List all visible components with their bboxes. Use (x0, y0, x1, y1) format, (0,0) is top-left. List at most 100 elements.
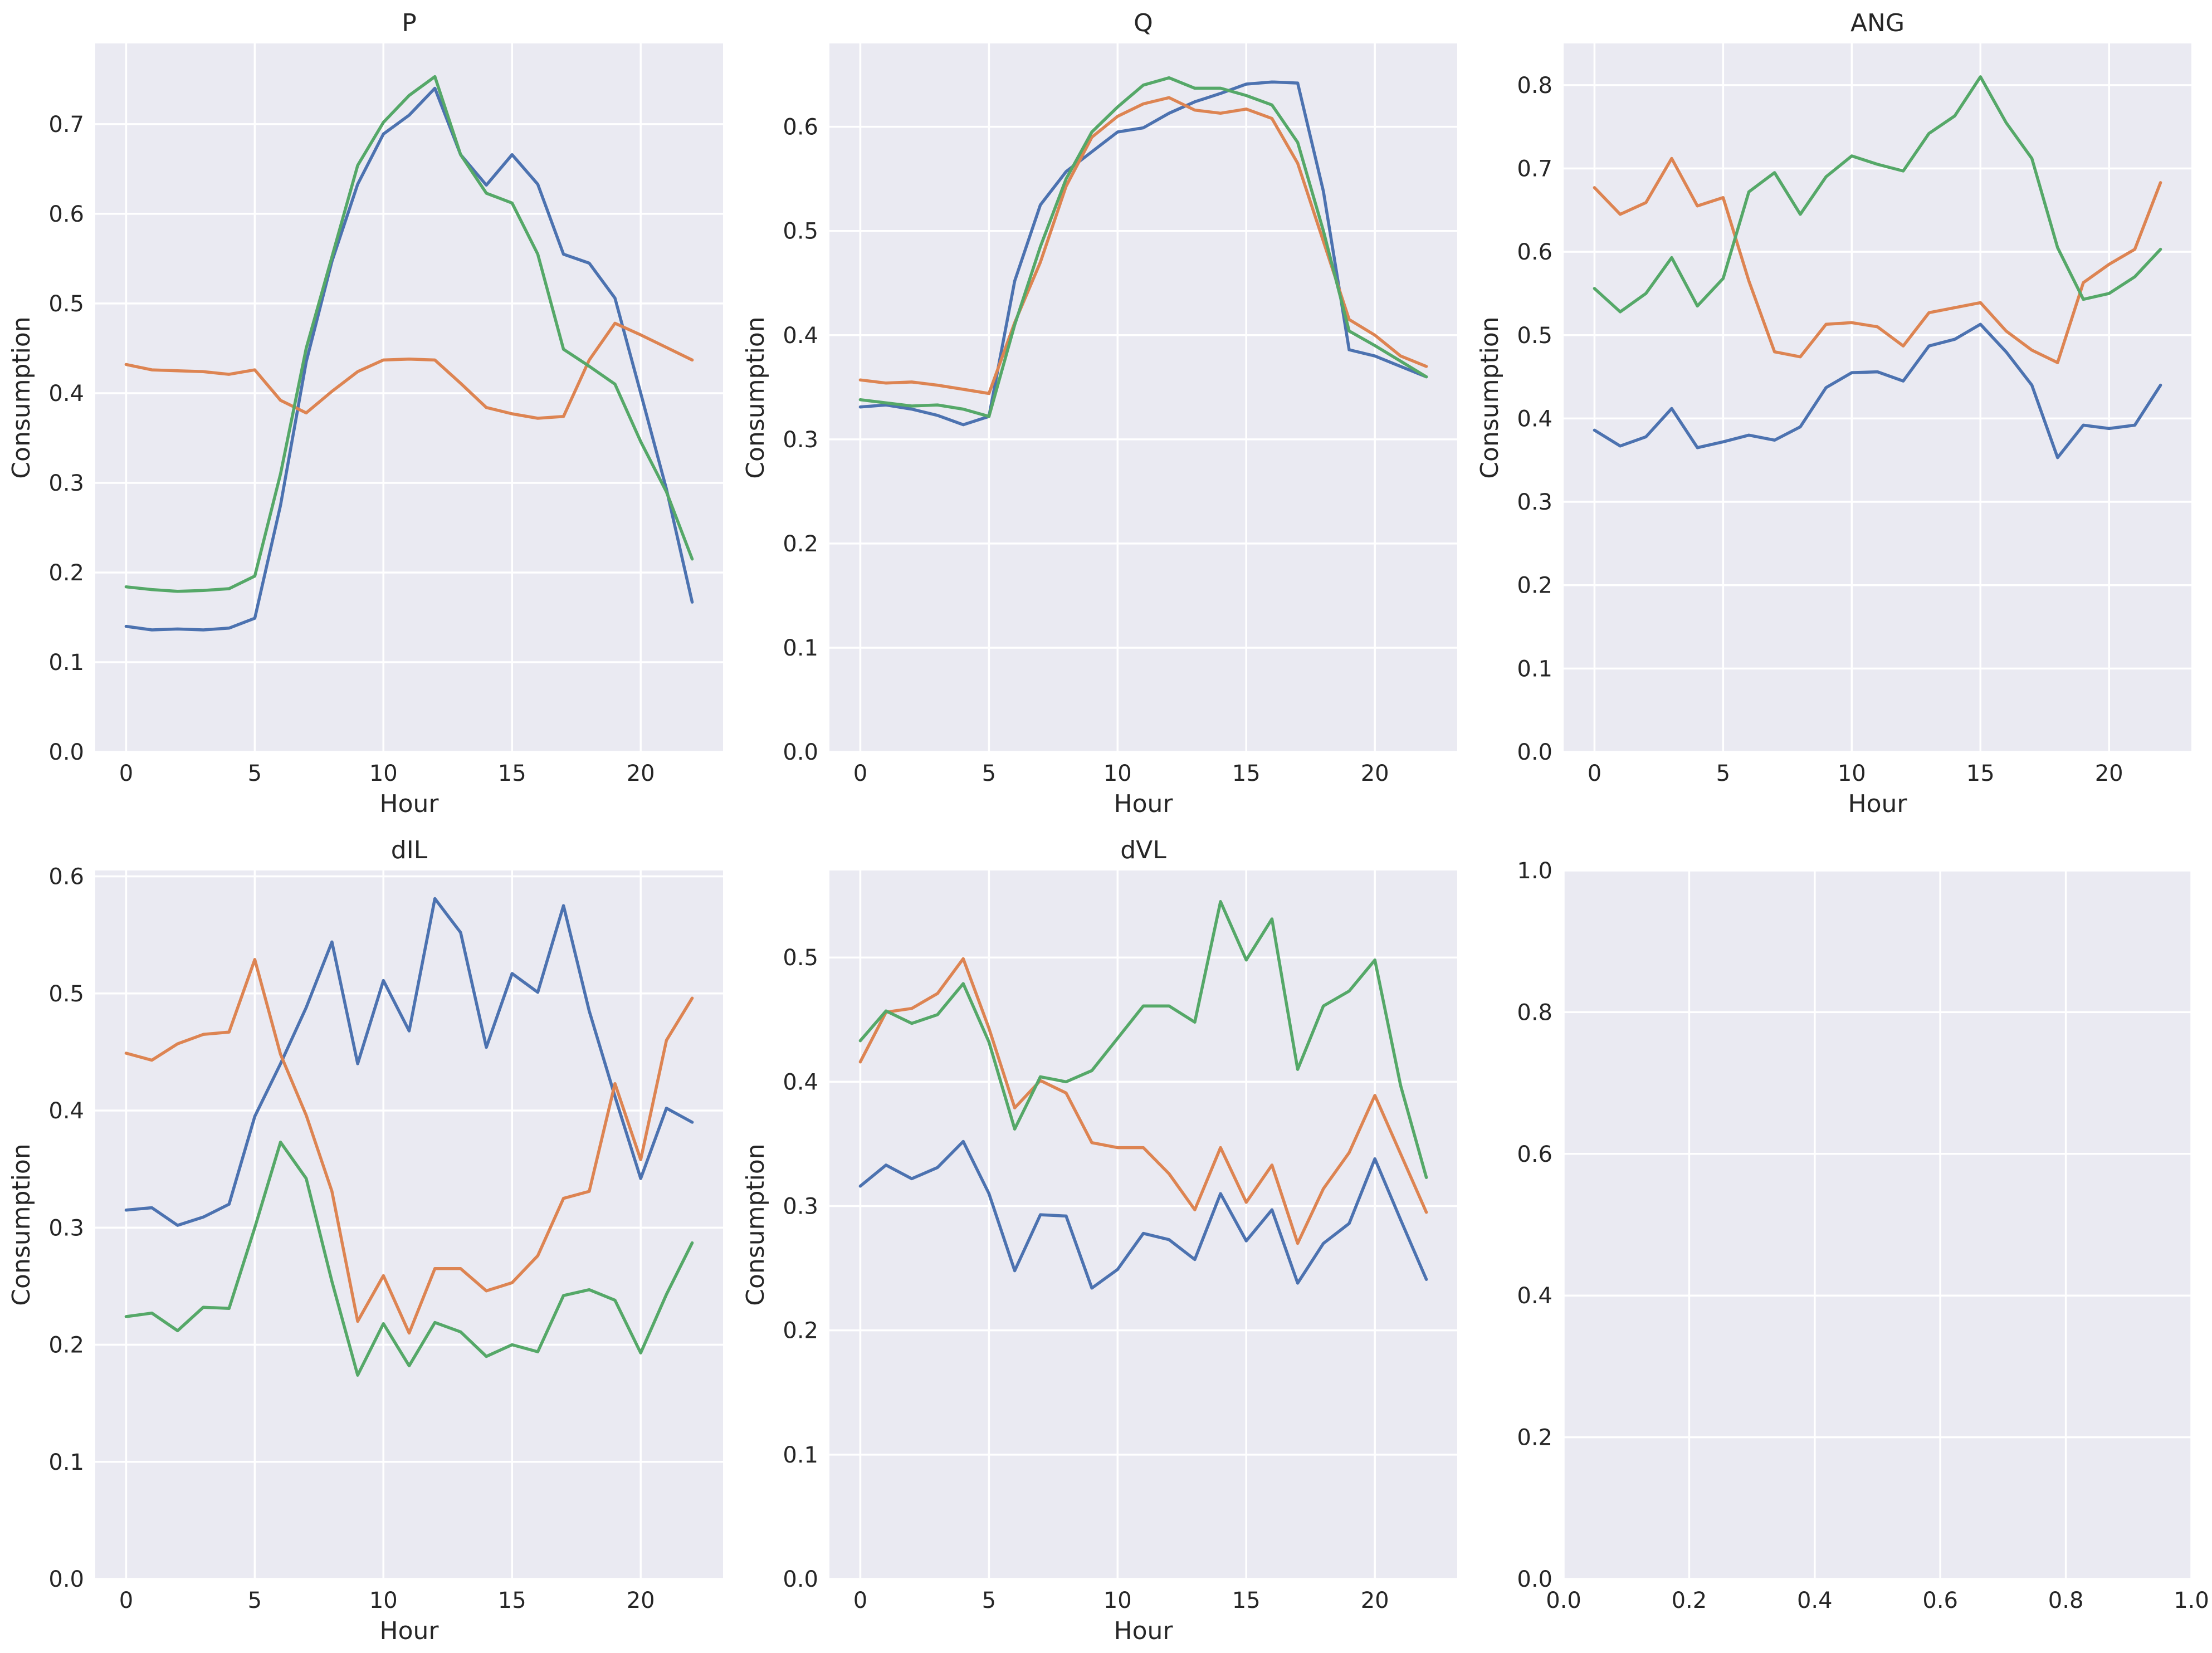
series-line-1 (1593, 322, 2162, 459)
x-tick-label: 5 (1716, 761, 1730, 786)
subplot-title: dVL (1120, 836, 1166, 864)
x-tick-label: 0.8 (2048, 1588, 2084, 1613)
plot-area (1564, 43, 2191, 752)
plot-area (1564, 870, 2191, 1579)
subplot-title: Q (1134, 9, 1153, 37)
y-tick-label: 0.0 (1517, 740, 1552, 765)
x-tick-label: 0.2 (1672, 1588, 1707, 1613)
x-axis-label: Hour (1114, 790, 1174, 818)
y-axis-label: Consumption (741, 316, 770, 478)
x-axis-label: Hour (380, 790, 440, 818)
y-axis-label: Consumption (741, 1143, 770, 1305)
y-tick-label: 0.4 (48, 1098, 84, 1124)
y-tick-label: 0.4 (783, 1069, 818, 1095)
x-tick-label: 0 (119, 1588, 133, 1613)
y-tick-label: 1.0 (1517, 858, 1552, 884)
y-tick-label: 0.5 (48, 291, 84, 317)
y-tick-label: 0.5 (783, 219, 818, 244)
x-tick-label: 0 (1588, 761, 1601, 786)
y-axis-label: Consumption (7, 1143, 36, 1305)
x-tick-label: 15 (1232, 761, 1261, 786)
subplot-title: dIL (391, 836, 428, 864)
y-tick-label: 0.2 (48, 1333, 84, 1358)
series-line-2 (124, 321, 694, 420)
x-tick-label: 10 (1103, 761, 1132, 786)
subplot-title: P (402, 9, 417, 37)
x-tick-label: 20 (627, 761, 655, 786)
series-line-1 (124, 86, 694, 632)
y-tick-label: 0.4 (1517, 406, 1552, 432)
x-tick-label: 0.4 (1797, 1588, 1833, 1613)
y-tick-label: 0.6 (48, 864, 84, 890)
y-tick-label: 0.2 (48, 560, 84, 586)
x-tick-label: 20 (627, 1588, 655, 1613)
y-tick-label: 0.5 (48, 981, 84, 1007)
x-tick-label: 5 (248, 761, 262, 786)
y-tick-label: 0.2 (783, 1318, 818, 1344)
y-axis-label: Consumption (7, 316, 36, 478)
y-tick-label: 0.1 (783, 635, 818, 661)
y-tick-label: 0.0 (48, 740, 84, 765)
y-tick-label: 0.2 (1517, 573, 1552, 599)
x-tick-label: 5 (982, 761, 996, 786)
x-tick-label: 20 (2095, 761, 2123, 786)
x-tick-label: 15 (1966, 761, 1995, 786)
series-line-1 (124, 897, 694, 1227)
y-tick-label: 0.0 (783, 740, 818, 765)
y-tick-label: 0.5 (783, 945, 818, 971)
y-tick-label: 0.2 (1517, 1425, 1552, 1451)
subplot-dVL: 0.0 0.1 0.2 0.3 0.4 0.5 0 5 10 15 20 dVL Hour Consump… (741, 836, 1457, 1645)
plot-area (829, 870, 1457, 1579)
y-tick-label: 0.0 (1517, 1567, 1552, 1592)
subplot-P: 0.0 0.1 0.2 0.3 0.4 0.5 0.6 0.7 0 5 10 15 20 P Hour Con… (7, 9, 723, 818)
y-tick-label: 0.6 (48, 202, 84, 227)
y-tick-label: 0.3 (48, 1215, 84, 1241)
y-tick-label: 0.5 (1517, 323, 1552, 349)
y-tick-label: 0.1 (48, 1450, 84, 1475)
series-line-3 (858, 76, 1428, 418)
x-tick-label: 1.0 (2174, 1588, 2209, 1613)
subplot-dIL: 0.0 0.1 0.2 0.3 0.4 0.5 0.6 0 5 10 15 20 dIL Hour Cons… (7, 836, 723, 1645)
x-tick-label: 15 (498, 1588, 526, 1613)
x-tick-label: 20 (1361, 1588, 1389, 1613)
x-tick-label: 15 (498, 761, 526, 786)
series-line-3 (124, 1141, 694, 1377)
x-axis-label: Hour (380, 1617, 440, 1645)
subplot-Q: 0.0 0.1 0.2 0.3 0.4 0.5 0.6 0 5 10 15 20 Q Hour Consum… (741, 9, 1457, 818)
subplot-ANG: 0.0 0.1 0.2 0.3 0.4 0.5 0.6 0.7 0.8 0 5 10 15 20 ANG Ho… (1476, 9, 2191, 818)
y-tick-label: 0.3 (783, 427, 818, 453)
y-axis-label: Consumption (1476, 316, 1504, 478)
x-axis-label: Hour (1848, 790, 1908, 818)
y-tick-label: 0.6 (1517, 1142, 1552, 1167)
y-tick-label: 0.6 (783, 115, 818, 140)
series-line-2 (124, 958, 694, 1335)
x-tick-label: 5 (982, 1588, 996, 1613)
y-tick-label: 0.8 (1517, 73, 1552, 99)
x-tick-label: 15 (1232, 1588, 1261, 1613)
y-tick-label: 0.3 (783, 1194, 818, 1220)
x-tick-label: 10 (1838, 761, 1866, 786)
y-tick-label: 0.4 (783, 323, 818, 349)
plot-area (829, 43, 1457, 752)
y-tick-label: 0.3 (1517, 490, 1552, 515)
x-tick-label: 0 (853, 761, 867, 786)
x-tick-label: 20 (1361, 761, 1389, 786)
y-tick-label: 0.6 (1517, 239, 1552, 265)
x-axis-label: Hour (1114, 1617, 1174, 1645)
series-line-2 (1593, 157, 2162, 364)
y-tick-label: 0.7 (1517, 156, 1552, 182)
plot-area (95, 870, 723, 1579)
subplot-title: ANG (1850, 9, 1905, 37)
series-line-3 (1593, 75, 2162, 314)
x-tick-label: 0 (853, 1588, 867, 1613)
y-tick-label: 0.4 (1517, 1283, 1552, 1309)
y-tick-label: 0.1 (783, 1442, 818, 1468)
x-tick-label: 0 (119, 761, 133, 786)
y-tick-label: 0.0 (48, 1567, 84, 1592)
series-line-1 (858, 80, 1428, 427)
y-tick-label: 0.1 (48, 650, 84, 676)
x-tick-label: 10 (1103, 1588, 1132, 1613)
series-line-1 (858, 1140, 1428, 1290)
subplot-empty: 0.0 0.2 0.4 0.6 0.8 1.0 0.0 0.2 0.4 0.6 0.8 1.0 (1517, 858, 2209, 1613)
